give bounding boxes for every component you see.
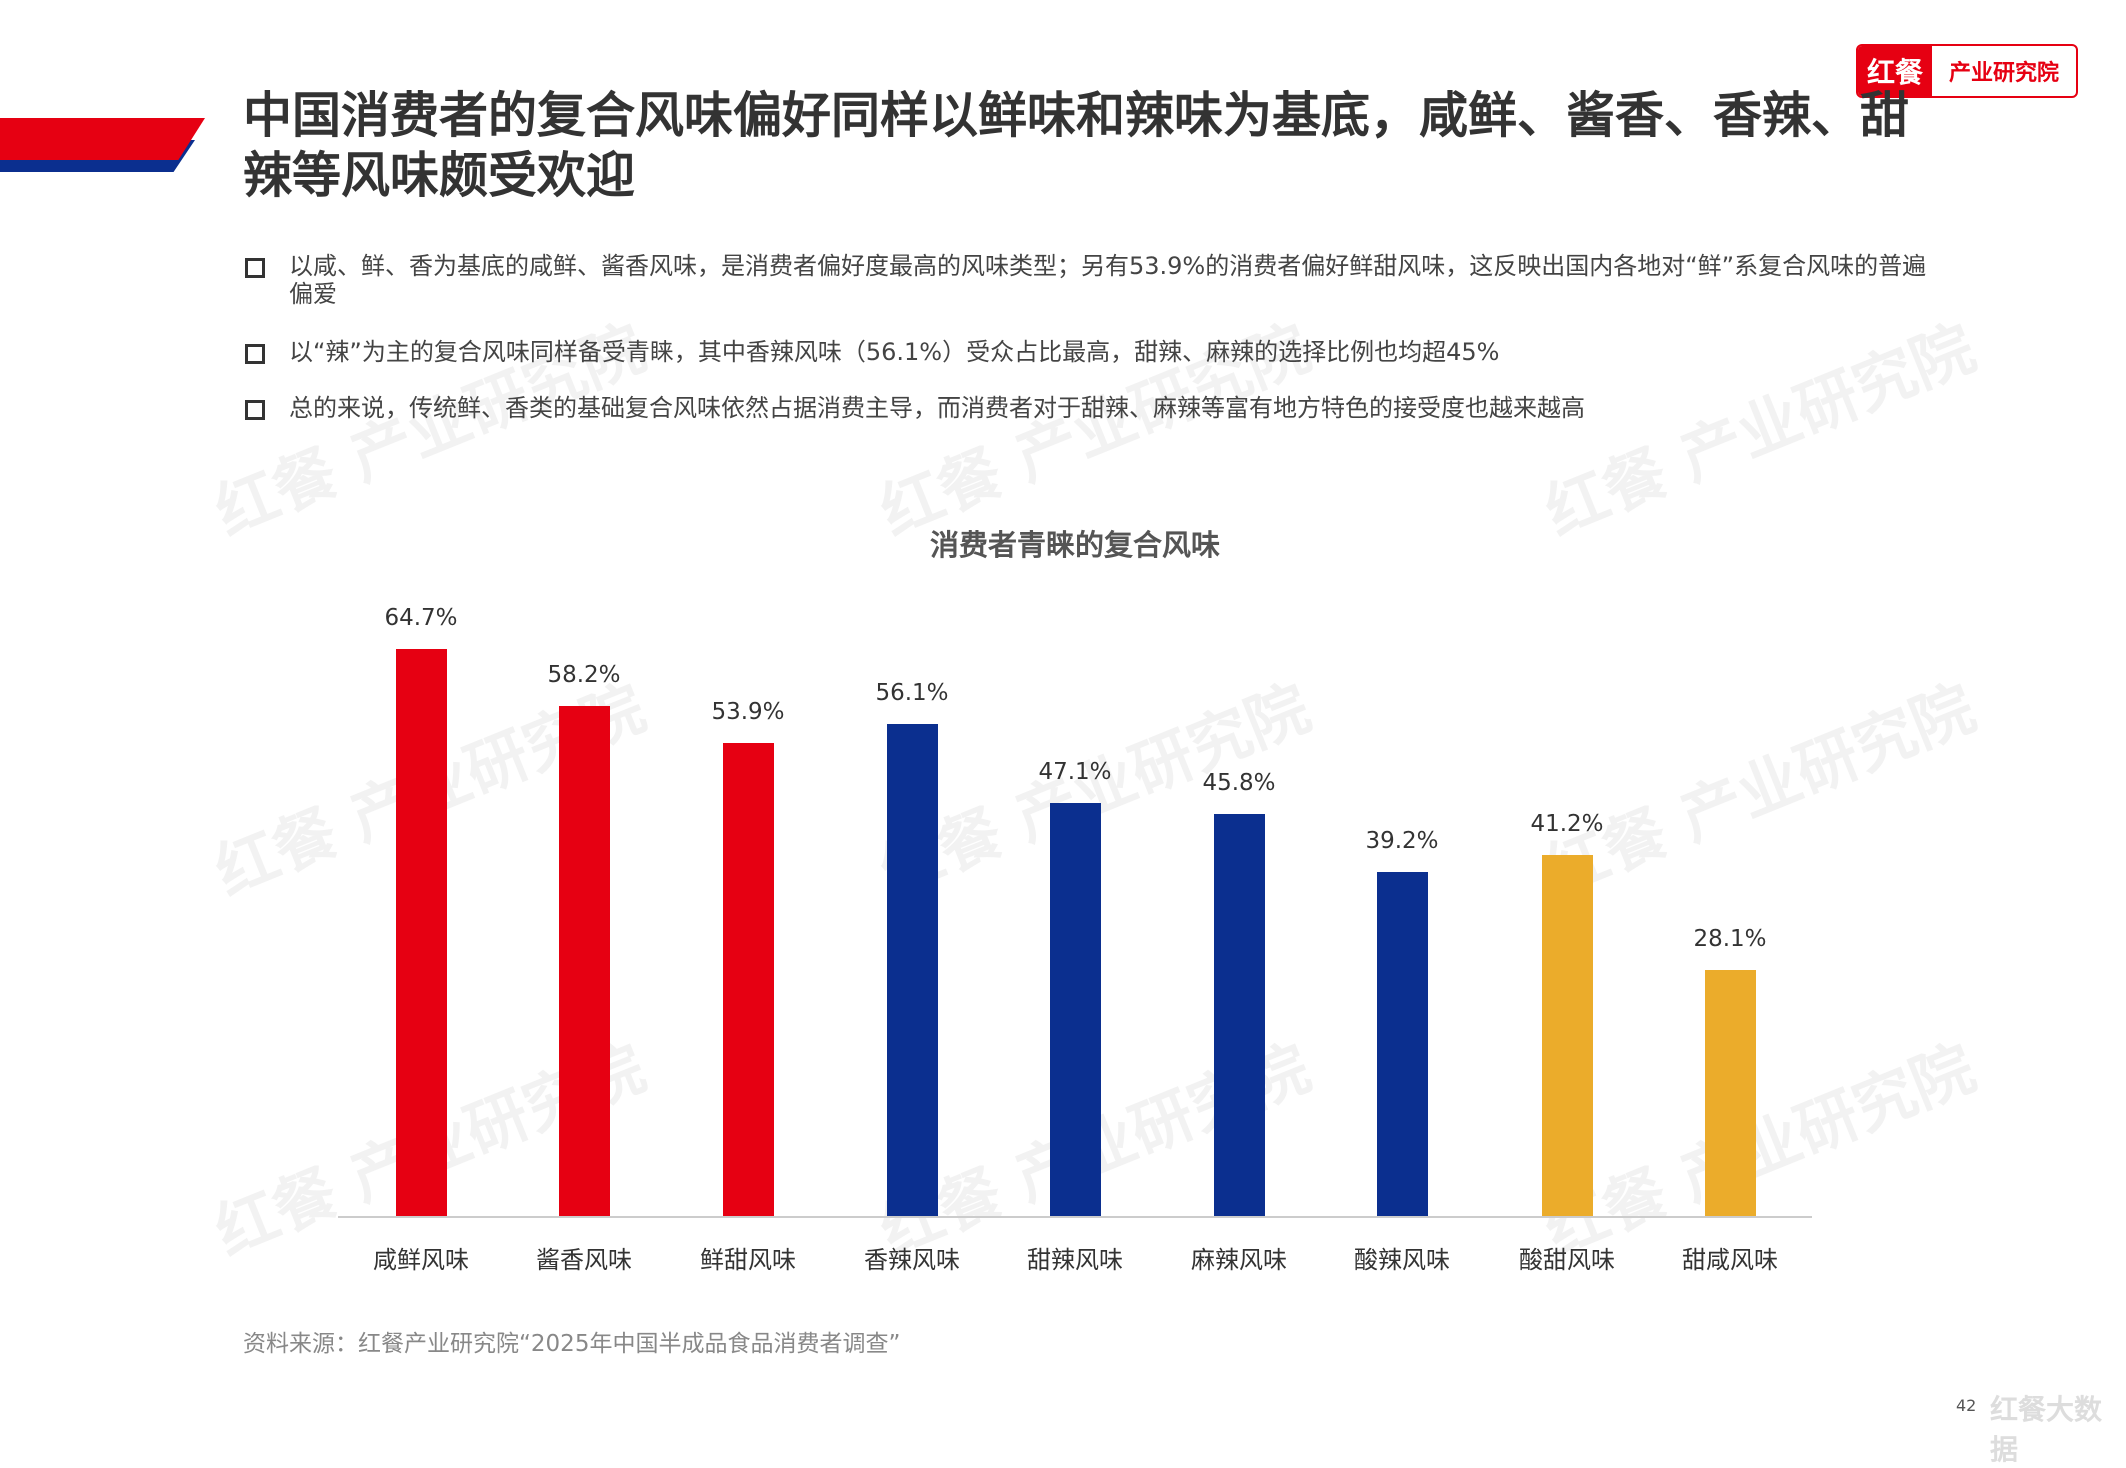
category-label: 酸甜风味 bbox=[1519, 1246, 1615, 1274]
watermark: 红餐 产业研究院 bbox=[1534, 310, 1985, 550]
checkbox-bullet-icon bbox=[245, 400, 265, 420]
bar-4 bbox=[1050, 802, 1101, 1216]
checkbox-bullet-icon bbox=[245, 258, 265, 278]
data-label: 28.1% bbox=[1693, 925, 1767, 952]
header-accent-red bbox=[0, 118, 205, 160]
watermark: 红餐 产业研究院 bbox=[1534, 670, 1985, 910]
bullet-text: 以“辣”为主的复合风味同样备受青睐，其中香辣风味（56.1%）受众占比最高，甜辣… bbox=[289, 338, 1500, 366]
logo-org: 产业研究院 bbox=[1948, 61, 2059, 86]
category-label: 咸鲜风味 bbox=[373, 1246, 469, 1274]
bar-3 bbox=[887, 724, 938, 1216]
data-label: 64.7% bbox=[384, 604, 458, 631]
data-label: 47.1% bbox=[1038, 758, 1112, 785]
bullet-text: 总的来说，传统鲜、香类的基础复合风味依然占据消费主导，而消费者对于甜辣、麻辣等富… bbox=[289, 394, 1585, 422]
category-label: 酸辣风味 bbox=[1354, 1246, 1450, 1274]
data-label: 56.1% bbox=[875, 680, 949, 706]
bar-2 bbox=[723, 743, 774, 1216]
category-label: 香辣风味 bbox=[864, 1246, 960, 1274]
category-label: 甜咸风味 bbox=[1682, 1246, 1778, 1274]
bar-0 bbox=[396, 648, 447, 1216]
chart-title: 消费者青睐的复合风味 bbox=[929, 528, 1220, 562]
data-label: 58.2% bbox=[547, 661, 621, 688]
bar-1 bbox=[559, 705, 610, 1216]
footer-watermark: 红餐大数据 bbox=[1990, 1393, 2103, 1466]
bullet-item: 以咸、鲜、香为基底的咸鲜、酱香风味，是消费者偏好度最高的风味类型；另有53.9%… bbox=[245, 252, 1945, 308]
data-label: 45.8% bbox=[1202, 770, 1276, 797]
bullet-item: 以“辣”为主的复合风味同样备受青睐，其中香辣风味（56.1%）受众占比最高，甜辣… bbox=[245, 338, 1945, 366]
bullet-text: 以咸、鲜、香为基底的咸鲜、酱香风味，是消费者偏好度最高的风味类型；另有53.9%… bbox=[289, 252, 1927, 308]
category-label: 甜辣风味 bbox=[1027, 1246, 1123, 1274]
category-label: 鲜甜风味 bbox=[700, 1246, 796, 1274]
category-label: 酱香风味 bbox=[536, 1246, 632, 1274]
source-note: 资料来源：红餐产业研究院“2025年中国半成品食品消费者调查” bbox=[243, 1331, 901, 1357]
bar-5 bbox=[1214, 814, 1265, 1216]
logo-brand: 红餐 bbox=[1858, 46, 1932, 96]
page-number: 42 bbox=[1956, 1396, 1977, 1415]
bar-6 bbox=[1377, 872, 1428, 1216]
logo: 红餐 产业研究院 bbox=[1856, 44, 2078, 98]
data-label: 41.2% bbox=[1530, 810, 1604, 837]
watermark: 红餐 产业研究院 bbox=[869, 310, 1320, 550]
data-label: 53.9% bbox=[711, 699, 785, 726]
checkbox-bullet-icon bbox=[245, 344, 265, 364]
page-title: 中国消费者的复合风味偏好同样以鲜味和辣味为基底，咸鲜、酱香、香辣、甜辣等风味颇受… bbox=[243, 87, 1910, 204]
category-label: 麻辣风味 bbox=[1191, 1246, 1287, 1274]
watermark: 红餐 产业研究院 bbox=[204, 310, 655, 550]
bar-8 bbox=[1705, 969, 1756, 1216]
watermark: 红餐 产业研究院 bbox=[1534, 1030, 1985, 1270]
bar-7 bbox=[1542, 854, 1593, 1216]
x-axis-line bbox=[338, 1216, 1812, 1218]
bullet-item: 总的来说，传统鲜、香类的基础复合风味依然占据消费主导，而消费者对于甜辣、麻辣等富… bbox=[245, 394, 1945, 422]
data-label: 39.2% bbox=[1365, 828, 1439, 855]
